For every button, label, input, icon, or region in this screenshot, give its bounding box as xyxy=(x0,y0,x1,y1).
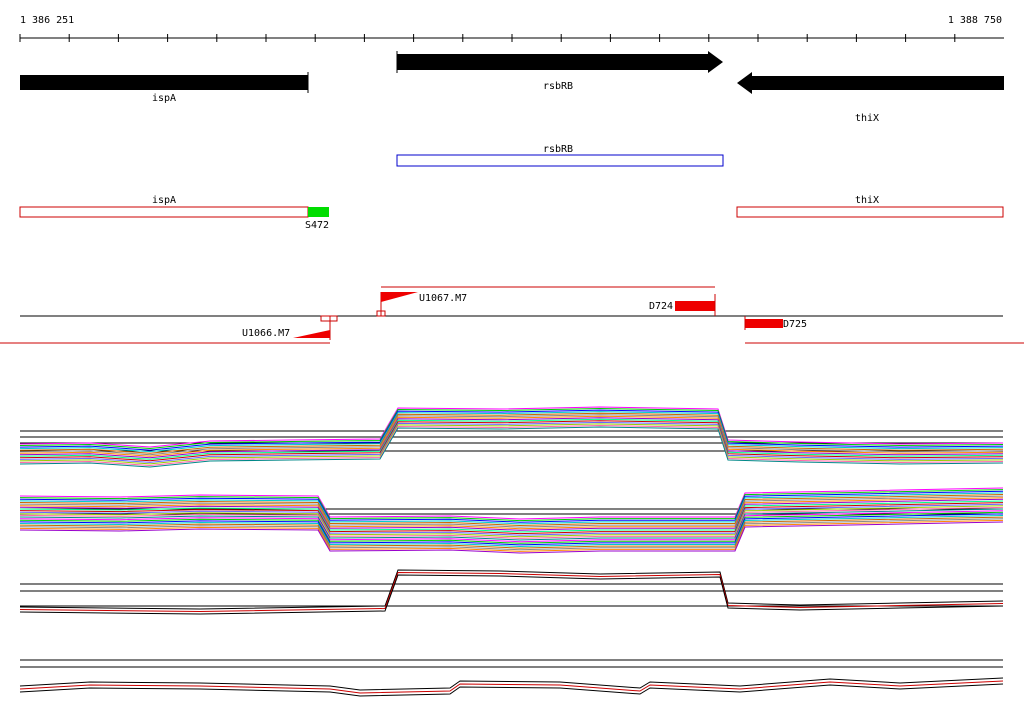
transcript-box xyxy=(19,206,309,218)
transcript-box xyxy=(736,206,1004,218)
ruler-end: 1 388 750 xyxy=(948,15,1002,26)
site xyxy=(376,310,386,317)
expression-traces xyxy=(19,406,1004,697)
feature-label: D724 xyxy=(649,301,673,312)
feature-label: U1067.M7 xyxy=(419,293,467,304)
transcript-box xyxy=(396,154,724,167)
transcript-label: ispA xyxy=(152,195,176,206)
gene-label: thiX xyxy=(855,113,879,124)
feature-label: U1066.M7 xyxy=(242,328,290,339)
feature-box xyxy=(745,319,783,328)
gene-arrow xyxy=(20,75,308,90)
transcript-label: thiX xyxy=(855,195,879,206)
panel-lines xyxy=(20,430,1003,668)
gene-arrow xyxy=(737,72,1004,94)
gene-label: ispA xyxy=(152,93,176,104)
gene-arrow xyxy=(397,51,723,73)
transcript-label: rsbRB xyxy=(543,144,573,155)
flag xyxy=(381,292,418,302)
feature-label: D725 xyxy=(783,319,807,330)
feature-label: S472 xyxy=(305,220,329,231)
flag xyxy=(293,330,330,338)
trace xyxy=(19,677,1004,691)
ruler-ticks xyxy=(19,34,956,42)
feature-box xyxy=(675,301,715,311)
feature-box xyxy=(308,207,329,217)
ruler-start: 1 386 251 xyxy=(20,15,74,26)
site xyxy=(320,315,338,322)
gene-label: rsbRB xyxy=(543,81,573,92)
